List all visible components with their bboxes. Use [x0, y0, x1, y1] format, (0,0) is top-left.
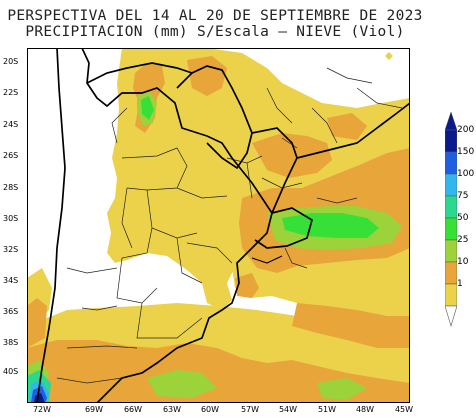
legend-colorbar	[445, 112, 457, 328]
precip-area-parana-10mm	[187, 56, 227, 96]
lon-label-48w: 48W	[355, 405, 375, 414]
precip-area-andes-10mm	[27, 298, 47, 348]
legend-label-1: 1	[457, 279, 463, 289]
legend-swatch-200	[445, 129, 457, 153]
bolivia-boundary	[86, 62, 193, 84]
map-frame	[27, 48, 410, 403]
argentina-boundary	[81, 48, 273, 403]
chile-coast	[36, 48, 66, 403]
lon-label-72w: 72W	[32, 405, 52, 414]
legend-label-150: 150	[457, 147, 475, 157]
legend-swatch-1	[445, 283, 457, 307]
lat-label-20s: 20S	[3, 57, 19, 66]
province-boundaries	[56, 67, 403, 384]
rio-de-la-plata	[251, 255, 283, 264]
ne-marker	[385, 52, 393, 60]
lon-label-63w: 63W	[162, 405, 182, 414]
lon-label-57w: 57W	[240, 405, 260, 414]
lat-label-32s: 32S	[3, 245, 19, 254]
precip-area-rio-grande-50mm	[282, 213, 379, 238]
legend-label-75: 75	[457, 191, 469, 201]
south-brazil-coast	[296, 102, 410, 159]
legend-swatch-150	[445, 151, 457, 175]
precip-area-bolivia-50mm	[141, 96, 154, 120]
country-boundaries	[36, 48, 410, 403]
legend-label-200: 200	[457, 125, 475, 135]
paraguay-boundary	[176, 65, 253, 170]
precip-area-atlantic-south-25mm	[317, 378, 367, 400]
lat-label-30s: 30S	[3, 214, 19, 223]
precip-area-north-1mm	[107, 48, 410, 310]
precip-area-entre-rios-10mm	[235, 273, 259, 298]
lat-label-24s: 24S	[3, 120, 19, 129]
legend-arrow-bottom	[445, 305, 457, 328]
precip-area-paraguay-10mm	[252, 133, 332, 178]
legend-arrow-top	[445, 112, 457, 131]
lat-label-36s: 36S	[3, 307, 19, 316]
lon-label-69w: 69W	[84, 405, 104, 414]
lon-label-66w: 66W	[123, 405, 143, 414]
legend-swatch-75	[445, 195, 457, 219]
legend-label-25: 25	[457, 235, 469, 245]
legend-label-10: 10	[457, 257, 469, 267]
lat-label-28s: 28S	[3, 183, 19, 192]
legend-swatch-25	[445, 239, 457, 263]
lat-label-22s: 22S	[3, 88, 19, 97]
lat-label-38s: 38S	[3, 338, 19, 347]
legend-swatch-100	[445, 173, 457, 197]
legend-label-100: 100	[457, 169, 475, 179]
precip-layer-50mm	[141, 96, 379, 238]
precip-area-patagonia-10mm	[27, 340, 410, 403]
lon-label-60w: 60W	[200, 405, 220, 414]
lon-label-51w: 51W	[317, 405, 337, 414]
uruguay-boundary	[254, 207, 313, 249]
brazil-boundary	[251, 127, 298, 214]
lon-label-54w: 54W	[278, 405, 298, 414]
legend-swatch-10	[445, 261, 457, 285]
legend-swatch-50	[445, 217, 457, 241]
lon-label-45w: 45W	[394, 405, 414, 414]
lat-label-26s: 26S	[3, 151, 19, 160]
legend-label-50: 50	[457, 213, 469, 223]
precip-area-patagonia-25mm	[147, 370, 217, 398]
lat-label-40s: 40S	[3, 367, 19, 376]
map-title-line1: PERSPECTIVA DEL 14 AL 20 DE SEPTIEMBRE D…	[7, 8, 423, 24]
precipitation-map	[27, 48, 410, 403]
lat-label-34s: 34S	[3, 276, 19, 285]
precip-area-coast-10mm	[327, 113, 367, 140]
map-title-line2: PRECIPITACION (mm) S/Escala – NIEVE (Vio…	[25, 24, 405, 40]
precip-area-south-atlantic-10mm	[292, 303, 410, 348]
